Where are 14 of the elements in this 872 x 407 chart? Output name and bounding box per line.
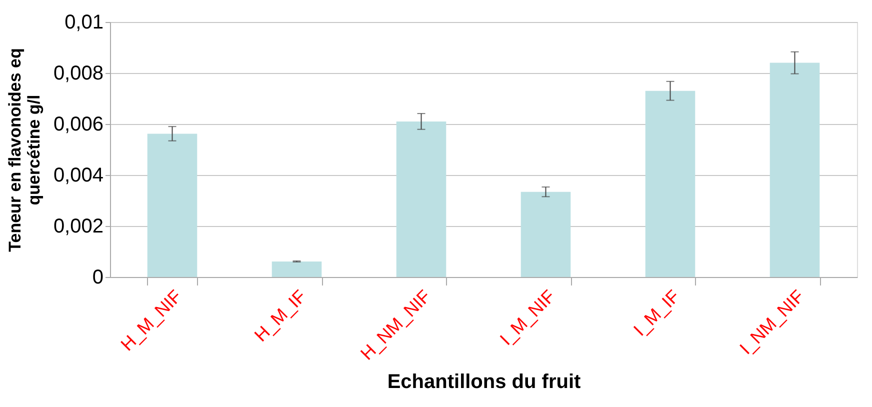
- bar: [520, 192, 571, 277]
- bar: [396, 121, 446, 277]
- y-tick-label: 0: [92, 266, 104, 288]
- y-tick-label: 0,008: [53, 62, 104, 84]
- bar: [272, 261, 322, 277]
- y-tick-label: 0,01: [64, 12, 104, 34]
- y-tick-label: 0,006: [53, 114, 104, 136]
- y-tick-label: 0,004: [53, 164, 104, 186]
- x-axis-title: Echantillons du fruit: [387, 370, 581, 393]
- y-axis-title: Teneur en flavonoides eq quercétine g/l: [5, 48, 44, 252]
- bar: [645, 90, 696, 277]
- y-tick-label: 0,002: [53, 216, 104, 238]
- bar: [147, 134, 198, 277]
- bar: [770, 62, 820, 277]
